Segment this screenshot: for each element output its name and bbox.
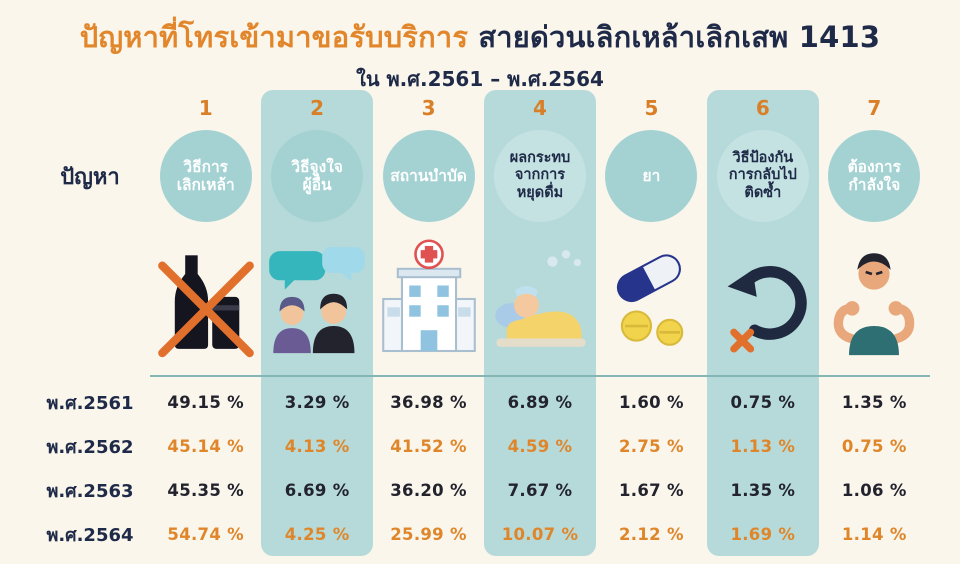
column-header-1: วิธีการ เลิกเหล้า bbox=[150, 126, 261, 226]
value-cell: 1.35 % bbox=[730, 480, 796, 500]
title-line: ปัญหาที่โทรเข้ามาขอรับบริการ สายด่วนเลิก… bbox=[0, 14, 960, 60]
column-header-2: วิธีจูงใจ ผู้อื่น bbox=[261, 126, 372, 226]
value-cell: 1.06 % bbox=[841, 480, 907, 500]
value-cell: 45.14 % bbox=[167, 436, 244, 456]
data-table: 1 2 3 4 5 6 7 ปัญหา วิธีการ เลิกเหล้า วิ… bbox=[30, 90, 930, 556]
column-header-6: วิธีป้องกัน การกลับไป ติดซ้ำ bbox=[707, 126, 818, 226]
year-label-2564: พ.ศ.2564 bbox=[46, 524, 134, 546]
icon-row-spacer bbox=[30, 226, 150, 372]
column-number-2: 2 bbox=[310, 96, 325, 120]
column-header-label: ผลกระทบ จากการ หยุดดื่ม bbox=[509, 150, 571, 201]
value-cell: 41.52 % bbox=[390, 436, 467, 456]
value-cell: 1.69 % bbox=[730, 524, 796, 544]
column-header-5: ยา bbox=[596, 126, 707, 226]
column-header-label: วิธีการ เลิกเหล้า bbox=[176, 157, 235, 194]
corner-cell bbox=[30, 90, 150, 126]
value-cell: 10.07 % bbox=[501, 524, 579, 544]
value-cell: 6.69 % bbox=[284, 480, 350, 500]
column-icon-4 bbox=[484, 226, 595, 372]
value-cell: 4.59 % bbox=[507, 436, 573, 456]
row-header-problem: ปัญหา bbox=[60, 164, 120, 190]
column-header-label: วิธีป้องกัน การกลับไป ติดซ้ำ bbox=[728, 150, 797, 201]
pills-icon bbox=[617, 254, 684, 346]
value-cell: 36.20 % bbox=[390, 480, 467, 500]
person-flexing-icon bbox=[833, 253, 915, 356]
value-cell: 7.67 % bbox=[507, 480, 573, 500]
person-sick-in-bed-icon bbox=[495, 250, 586, 347]
value-cell: 54.74 % bbox=[167, 524, 244, 544]
column-icon-7 bbox=[819, 226, 930, 372]
column-icon-1 bbox=[150, 226, 261, 372]
value-cell: 6.89 % bbox=[507, 392, 573, 412]
value-cell: 3.29 % bbox=[284, 392, 350, 412]
column-icon-6 bbox=[707, 226, 818, 372]
people-talking-icon bbox=[269, 247, 365, 354]
column-icon-3 bbox=[373, 226, 484, 372]
page-title: ปัญหาที่โทรเข้ามาขอรับบริการ สายด่วนเลิก… bbox=[0, 14, 960, 95]
year-label-2561: พ.ศ.2561 bbox=[46, 392, 134, 414]
title-subtitle: ใน พ.ศ.2561 – พ.ศ.2564 bbox=[356, 67, 604, 91]
table-divider bbox=[150, 375, 930, 377]
column-header-label: ต้องการ กำลังใจ bbox=[847, 157, 901, 194]
column-number-3: 3 bbox=[421, 96, 436, 120]
value-cell: 0.75 % bbox=[841, 436, 907, 456]
column-icon-5 bbox=[596, 226, 707, 372]
relapse-arrow-icon bbox=[727, 266, 807, 353]
value-cell: 1.60 % bbox=[619, 392, 684, 412]
column-number-4: 4 bbox=[533, 96, 547, 120]
year-label-2563: พ.ศ.2563 bbox=[46, 480, 134, 502]
column-number-1: 1 bbox=[198, 96, 213, 120]
title-part-orange: ปัญหาที่โทรเข้ามาขอรับบริการ bbox=[79, 20, 469, 54]
crossed-bottle-icon bbox=[157, 255, 254, 358]
hospital-icon bbox=[381, 239, 476, 353]
value-cell: 49.15 % bbox=[167, 392, 244, 412]
column-number-7: 7 bbox=[867, 96, 882, 120]
value-cell: 2.12 % bbox=[619, 524, 684, 544]
column-header-3: สถานบำบัด bbox=[373, 126, 484, 226]
value-cell: 36.98 % bbox=[390, 392, 467, 412]
value-cell: 4.25 % bbox=[284, 524, 350, 544]
column-header-4: ผลกระทบ จากการ หยุดดื่ม bbox=[484, 126, 595, 226]
column-number-6: 6 bbox=[755, 96, 770, 120]
column-icon-2 bbox=[261, 226, 372, 372]
title-part-navy: สายด่วนเลิกเหล้าเลิกเสพ 1413 bbox=[478, 20, 881, 54]
value-cell: 1.13 % bbox=[730, 436, 796, 456]
value-cell: 0.75 % bbox=[730, 392, 796, 412]
column-header-label: ยา bbox=[642, 166, 661, 185]
value-cell: 1.35 % bbox=[841, 392, 907, 412]
column-header-7: ต้องการ กำลังใจ bbox=[819, 126, 930, 226]
column-header-label: วิธีจูงใจ ผู้อื่น bbox=[291, 157, 343, 194]
value-cell: 1.14 % bbox=[841, 524, 907, 544]
value-cell: 25.99 % bbox=[390, 524, 467, 544]
value-cell: 2.75 % bbox=[619, 436, 684, 456]
year-label-2562: พ.ศ.2562 bbox=[46, 436, 134, 458]
value-cell: 4.13 % bbox=[284, 436, 350, 456]
value-cell: 45.35 % bbox=[167, 480, 244, 500]
column-header-label: สถานบำบัด bbox=[390, 166, 467, 185]
value-cell: 1.67 % bbox=[619, 480, 684, 500]
column-number-5: 5 bbox=[644, 96, 659, 120]
